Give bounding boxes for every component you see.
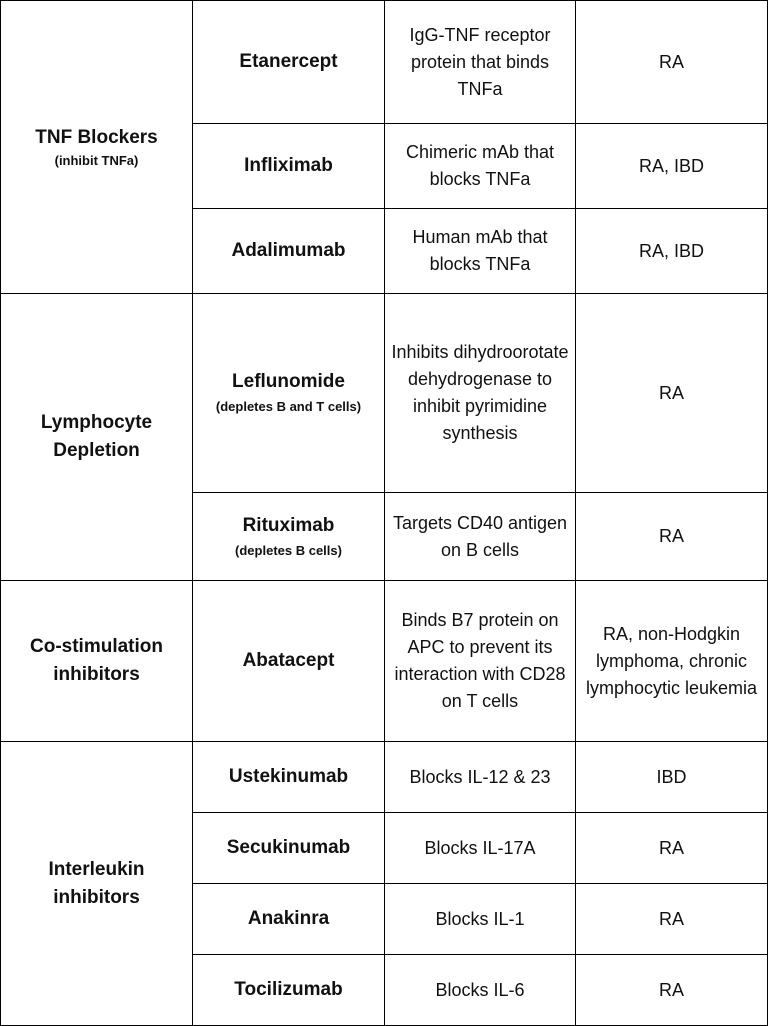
drug-name: Secukinumab xyxy=(226,837,351,858)
drug-cell: Tocilizumab xyxy=(192,954,385,1026)
use-cell: IBD xyxy=(575,741,768,813)
mechanism-cell: Blocks IL-12 & 23 xyxy=(384,741,576,813)
mechanism-cell: Inhibits dihydroorotate dehydrogenase to… xyxy=(384,293,576,493)
drug-name: Abatacept xyxy=(242,650,335,671)
drug-name: Etanercept xyxy=(239,51,338,72)
table-row: Rituximab (depletes B cells) Targets CD4… xyxy=(1,492,768,581)
drug-cell: Ustekinumab xyxy=(192,741,385,813)
use-cell: RA, IBD xyxy=(575,123,768,209)
drug-cell: Secukinumab xyxy=(192,812,385,884)
category-name: Co-stimulation inhibitors xyxy=(30,636,163,685)
table-row: Lymphocyte Depletion Leflunomide (deplet… xyxy=(0,293,768,581)
use-cell: RA xyxy=(575,0,768,124)
table-row: Co-stimulation inhibitors Abatacept Bind… xyxy=(0,580,768,742)
use-cell: RA xyxy=(575,492,768,581)
table-row: Infliximab Chimeric mAb that blocks TNFa… xyxy=(1,123,768,209)
drug-cell: Anakinra xyxy=(192,883,385,955)
category-cell-interleukin-inhibitors: Interleukin inhibitors xyxy=(0,741,193,1026)
category-cell-co-stimulation-inhibitors: Co-stimulation inhibitors xyxy=(0,580,193,742)
use-cell: RA xyxy=(575,293,768,493)
drug-cell: Abatacept xyxy=(192,580,385,742)
drug-name: Anakinra xyxy=(247,908,330,929)
category-cell-tnf-blockers: TNF Blockers (inhibit TNFa) xyxy=(0,0,193,294)
table-row: Anakinra Blocks IL-1 RA xyxy=(1,883,768,955)
use-cell: RA, non-Hodgkin lymphoma, chronic lympho… xyxy=(575,580,768,742)
drug-name: Adalimumab xyxy=(231,240,346,261)
table-row: Adalimumab Human mAb that blocks TNFa RA… xyxy=(1,208,768,294)
mechanism-cell: Binds B7 protein on APC to prevent its i… xyxy=(384,580,576,742)
mechanism-cell: Blocks IL-17A xyxy=(384,812,576,884)
use-cell: RA xyxy=(575,812,768,884)
table-row: Secukinumab Blocks IL-17A RA xyxy=(1,812,768,884)
drug-cell: Leflunomide (depletes B and T cells) xyxy=(192,293,385,493)
table-row: Interleukin inhibitors Ustekinumab Block… xyxy=(0,741,768,1026)
mechanism-cell: Human mAb that blocks TNFa xyxy=(384,208,576,294)
category-note: (inhibit TNFa) xyxy=(54,153,139,168)
table-row: TNF Blockers (inhibit TNFa) Etanercept I… xyxy=(0,0,768,294)
mechanism-cell: IgG-TNF receptor protein that binds TNFa xyxy=(384,0,576,124)
table-row: Tocilizumab Blocks IL-6 RA xyxy=(1,954,768,1026)
category-name: TNF Blockers xyxy=(35,127,158,148)
drug-note: (depletes B and T cells) xyxy=(215,399,362,414)
drug-name: Rituximab xyxy=(242,514,335,536)
mechanism-cell: Blocks IL-1 xyxy=(384,883,576,955)
use-cell: RA xyxy=(575,883,768,955)
mechanism-cell: Chimeric mAb that blocks TNFa xyxy=(384,123,576,209)
drug-name: Infliximab xyxy=(244,155,333,176)
use-cell: RA xyxy=(575,954,768,1026)
drug-name: Ustekinumab xyxy=(228,766,349,787)
drug-cell: Adalimumab xyxy=(192,208,385,294)
drug-note: (depletes B cells) xyxy=(235,542,342,558)
category-name: Lymphocyte Depletion xyxy=(40,412,153,461)
drug-name: Tocilizumab xyxy=(234,979,343,1000)
drug-cell: Rituximab (depletes B cells) xyxy=(192,492,385,581)
use-cell: RA, IBD xyxy=(575,208,768,294)
category-name: Interleukin inhibitors xyxy=(48,858,145,908)
mechanism-cell: Blocks IL-6 xyxy=(384,954,576,1026)
mechanism-cell: Targets CD40 antigen on B cells xyxy=(384,492,576,581)
drug-cell: Etanercept xyxy=(192,0,385,124)
drug-cell: Infliximab xyxy=(192,123,385,209)
drug-name: Leflunomide xyxy=(232,371,345,392)
category-cell-lymphocyte-depletion: Lymphocyte Depletion xyxy=(0,293,193,581)
